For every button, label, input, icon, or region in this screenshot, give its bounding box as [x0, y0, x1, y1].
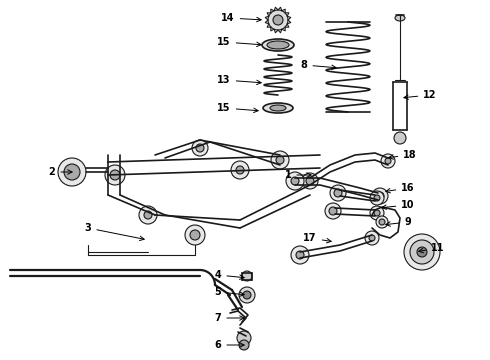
Circle shape	[64, 164, 80, 180]
Text: 6: 6	[215, 340, 244, 350]
Circle shape	[139, 206, 157, 224]
Ellipse shape	[263, 103, 293, 113]
Circle shape	[306, 177, 314, 185]
Circle shape	[385, 158, 391, 164]
Circle shape	[273, 15, 283, 25]
Ellipse shape	[267, 41, 289, 49]
Circle shape	[268, 10, 288, 30]
Circle shape	[239, 340, 249, 350]
Text: 4: 4	[215, 270, 244, 280]
Circle shape	[271, 151, 289, 169]
Circle shape	[302, 173, 318, 189]
Circle shape	[105, 165, 125, 185]
Circle shape	[394, 132, 406, 144]
Circle shape	[374, 195, 380, 201]
Circle shape	[110, 170, 120, 180]
Text: 16: 16	[386, 183, 415, 193]
Text: 3: 3	[85, 223, 144, 240]
Circle shape	[374, 210, 380, 216]
Text: 11: 11	[419, 243, 445, 253]
Circle shape	[243, 291, 251, 299]
Ellipse shape	[395, 15, 405, 21]
Text: 10: 10	[382, 200, 415, 210]
Text: 15: 15	[217, 37, 261, 47]
Text: 14: 14	[221, 13, 261, 23]
Circle shape	[236, 166, 244, 174]
Circle shape	[237, 331, 251, 345]
Text: 5: 5	[215, 287, 244, 297]
Circle shape	[286, 172, 304, 190]
Circle shape	[417, 247, 427, 257]
Circle shape	[325, 203, 341, 219]
Text: 8: 8	[300, 60, 336, 70]
Ellipse shape	[270, 105, 286, 111]
Text: 15: 15	[217, 103, 258, 113]
Circle shape	[381, 154, 395, 168]
Text: 9: 9	[386, 217, 412, 227]
Circle shape	[410, 240, 434, 264]
Circle shape	[291, 246, 309, 264]
Circle shape	[291, 177, 299, 185]
Circle shape	[239, 287, 255, 303]
Circle shape	[190, 230, 200, 240]
Text: 12: 12	[404, 90, 437, 100]
Circle shape	[404, 234, 440, 270]
Text: 17: 17	[303, 233, 331, 243]
Circle shape	[369, 235, 375, 241]
Circle shape	[365, 231, 379, 245]
Circle shape	[376, 192, 384, 200]
Circle shape	[276, 156, 284, 164]
Ellipse shape	[262, 39, 294, 51]
Circle shape	[370, 206, 384, 220]
Text: 2: 2	[49, 167, 72, 177]
Circle shape	[231, 161, 249, 179]
Circle shape	[334, 189, 342, 197]
Circle shape	[376, 216, 388, 228]
Circle shape	[144, 211, 152, 219]
Circle shape	[330, 185, 346, 201]
Circle shape	[296, 251, 304, 259]
Circle shape	[329, 207, 337, 215]
Circle shape	[185, 225, 205, 245]
Circle shape	[196, 144, 204, 152]
Circle shape	[58, 158, 86, 186]
Text: 1: 1	[285, 170, 311, 180]
Text: 7: 7	[215, 313, 244, 323]
Circle shape	[242, 271, 252, 281]
Circle shape	[192, 140, 208, 156]
Text: 18: 18	[389, 150, 417, 160]
Circle shape	[370, 191, 384, 205]
Text: 13: 13	[217, 75, 261, 85]
Circle shape	[379, 219, 385, 225]
Circle shape	[372, 188, 388, 204]
